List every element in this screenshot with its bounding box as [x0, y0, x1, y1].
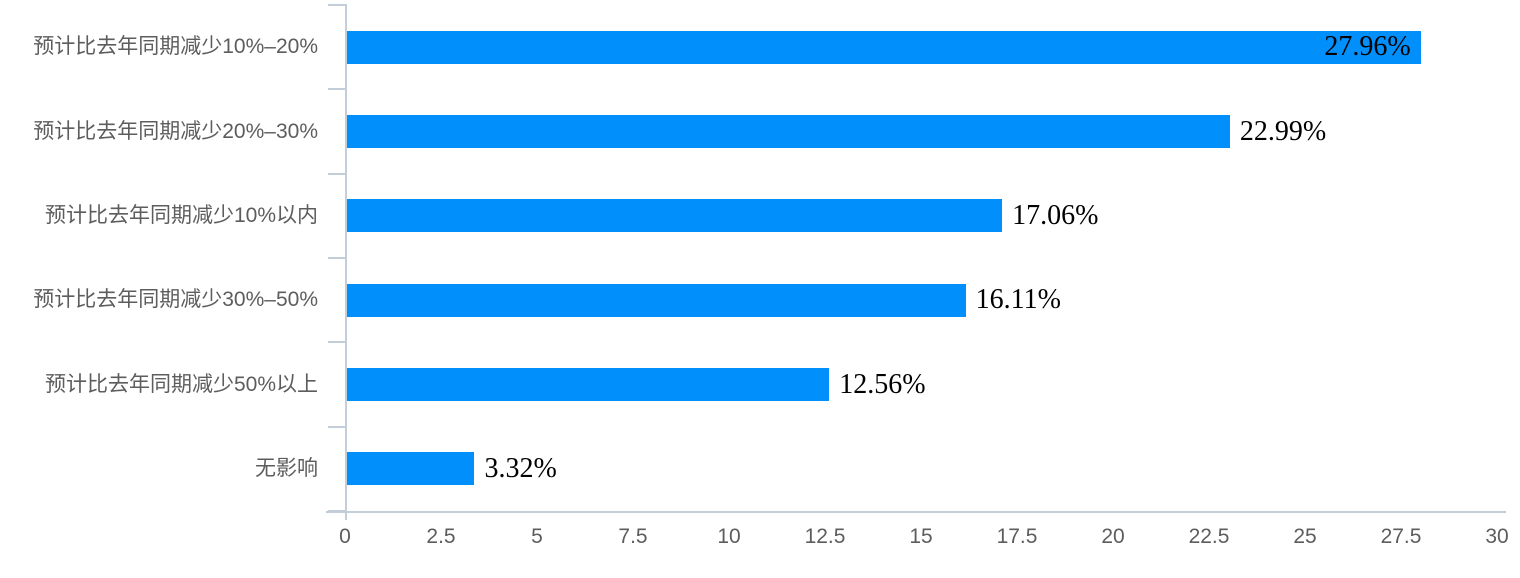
x-tick-label: 25	[1293, 525, 1317, 548]
x-tick-label: 20	[1101, 525, 1125, 548]
category-label: 预计比去年同期减少20%–30%	[33, 119, 318, 143]
y-axis-line	[345, 4, 347, 520]
category-label: 预计比去年同期减少10%–20%	[33, 35, 318, 59]
value-label: 12.56%	[839, 368, 926, 400]
category-label: 预计比去年同期减少10%以内	[44, 203, 318, 227]
x-axis-line	[326, 511, 1506, 513]
x-tick-label: 2.5	[426, 525, 456, 548]
value-label: 3.32%	[484, 452, 557, 484]
x-tick-label: 27.5	[1380, 525, 1422, 548]
x-tick-label: 0	[339, 525, 351, 548]
y-axis-tick	[328, 341, 345, 344]
x-tick-label: 12.5	[804, 525, 846, 548]
x-tick-label: 5	[531, 525, 543, 548]
category-label: 预计比去年同期减少30%–50%	[33, 288, 318, 312]
bar	[347, 199, 1003, 233]
x-tick-label: 10	[717, 525, 741, 548]
bar	[347, 115, 1230, 148]
category-label: 预计比去年同期减少50%以上	[44, 372, 318, 396]
x-tick-label: 7.5	[618, 525, 648, 548]
y-axis-tick	[328, 257, 345, 259]
value-label: 27.96%	[1324, 31, 1411, 63]
x-tick-label: 17.5	[996, 525, 1038, 548]
y-axis-tick	[328, 425, 345, 428]
bar	[347, 283, 966, 317]
x-tick-label: 30	[1485, 525, 1509, 548]
value-label: 16.11%	[975, 284, 1061, 316]
category-label: 无影响	[255, 456, 318, 480]
x-tick-label: 15	[909, 525, 933, 548]
bar	[347, 452, 475, 486]
y-axis-tick	[328, 4, 345, 6]
value-label: 22.99%	[1239, 115, 1327, 147]
bar	[347, 30, 1421, 64]
x-tick-label: 22.5	[1188, 525, 1230, 548]
y-axis-tick	[328, 172, 345, 175]
y-axis-tick	[328, 88, 345, 91]
bar	[347, 368, 830, 401]
value-label: 17.06%	[1012, 199, 1099, 231]
